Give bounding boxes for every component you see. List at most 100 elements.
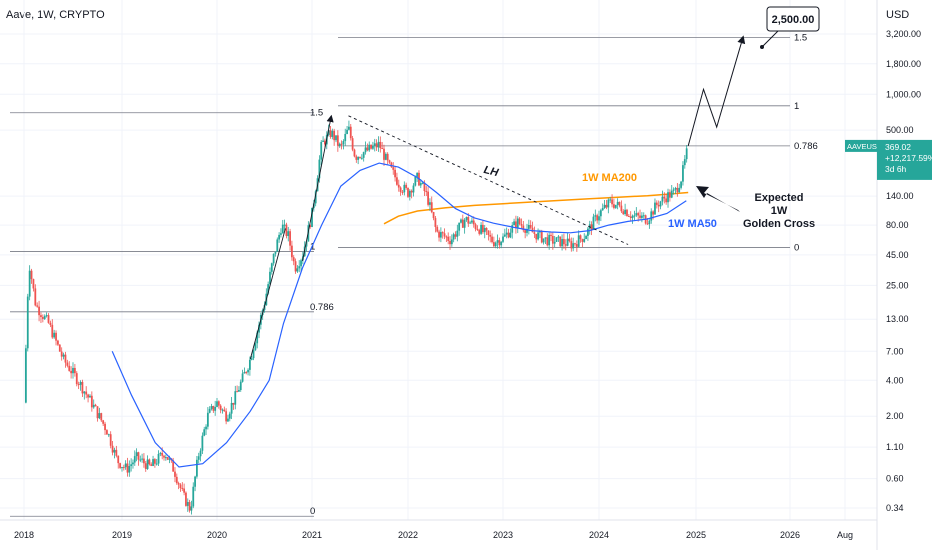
candle-body [682,165,684,182]
candle-body [40,315,42,318]
candle-body [467,217,470,224]
ma50-line [111,162,687,468]
candle-body [179,484,182,488]
candle-body [403,184,406,193]
candle-body [43,316,46,319]
candle-body [622,211,625,215]
candle-body [153,459,156,464]
candle-body [336,135,339,146]
candle-body [450,239,453,245]
trend-lines [249,35,746,360]
candle-body [485,227,488,231]
candle-body [551,235,554,244]
candle-body [252,350,255,359]
candle-body [137,452,140,460]
candle-body [635,213,638,216]
candle-body [349,126,352,139]
candle-body [527,224,530,229]
candle-body [396,177,398,185]
candle-body [392,167,395,170]
candle-body [30,270,33,280]
candle-body [405,184,408,188]
candle-body [38,306,40,316]
candle-body [278,234,281,240]
callout-line-2: 1W [771,205,788,217]
candle-body [566,238,569,246]
candle-body [296,268,299,272]
candle-body [72,367,74,374]
candle-body [598,216,600,221]
candle-body [685,148,688,160]
candle-body [155,463,158,465]
candle-body [436,226,439,232]
candle-body [518,218,521,224]
candle-body [320,141,323,160]
candle-body [83,391,86,394]
fib-label-left: 1 [310,242,315,253]
candle-body [492,242,495,247]
candle-body [489,234,492,237]
candle-body [32,279,35,289]
candle-body [581,239,584,242]
candle-body [58,344,61,352]
candle-body [292,257,295,262]
candle-body [342,141,345,145]
candle-body [161,452,164,456]
candle-body [216,401,218,407]
candle-body [357,156,360,160]
candle-body [217,401,220,406]
candle-body [26,296,29,349]
currency-label[interactable]: USD [886,9,910,21]
price-axis[interactable]: 3,200.00 1,800.00 1,000.00 500.00 140.00 80.0… [886,29,921,513]
candle-body [373,143,376,147]
candle-body [329,130,332,137]
candle-body [166,457,169,460]
candle-body [47,315,50,323]
candle-body [150,464,153,466]
candle-body [526,228,528,233]
ma50-label: 1W MA50 [668,218,717,230]
target-pointer [761,30,779,48]
candle-body [377,141,380,148]
candle-body [107,434,110,436]
candle-body [438,231,440,238]
candle-body [388,160,391,163]
time-tick-label: 2024 [589,530,609,540]
candle-body [60,351,63,357]
badge-symbol: AAVEUSD [847,142,883,151]
candle-body [419,183,422,186]
candle-body [192,486,195,507]
candle-body [205,426,207,430]
candle-body [513,221,515,226]
candle-body [461,219,464,228]
candle-body [639,215,641,218]
candle-body [498,240,501,246]
candle-body [654,202,656,215]
candle-body [603,204,606,209]
candle-body [64,354,67,363]
candle-body [427,191,429,205]
candle-body [269,271,271,285]
candle-body [452,234,455,240]
fib-label-right: 0.786 [794,141,818,152]
candle-body [408,190,411,197]
candle-body [79,381,82,385]
target-dot [760,45,764,49]
grid [0,0,877,520]
candle-body [614,204,617,208]
candle-body [194,476,196,487]
candle-body [652,211,654,215]
candle-body [439,232,442,238]
time-tick-label: 2021 [302,530,322,540]
candle-body [659,201,662,207]
candle-body [280,233,282,235]
candle-body [96,406,99,419]
candle-body [73,367,76,374]
candle-body [70,370,73,374]
candle-body [232,402,235,405]
candle-body [241,373,244,382]
time-axis[interactable]: 2018 2019 2020 2021 2022 2023 2024 2025 2026 Aug [14,530,853,540]
candle-body [168,458,171,460]
candle-body [539,231,541,233]
